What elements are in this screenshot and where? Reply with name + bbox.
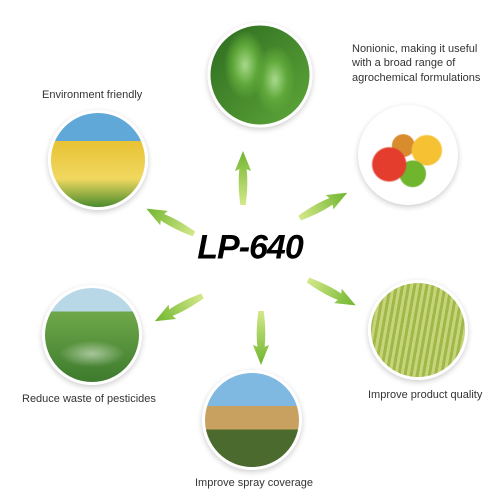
center-title: LP-640: [197, 229, 303, 268]
caption-right: Improve product quality: [368, 388, 500, 402]
arrow-top-right: [294, 184, 354, 227]
arrow-top: [234, 149, 252, 207]
node-image-bottom-left: [42, 285, 142, 385]
arrow-bottom: [252, 309, 270, 367]
caption-bottom: Improve spray coverage: [195, 476, 335, 490]
node-top-left: [48, 110, 148, 210]
node-bottom: [202, 370, 302, 470]
arrow-right: [302, 271, 362, 314]
caption-top-left: Environment friendly: [42, 88, 162, 102]
node-image-right: [368, 280, 468, 380]
arrow-top-left: [140, 200, 200, 243]
node-image-top-right: [358, 105, 458, 205]
arrow-bottom-left: [149, 287, 209, 330]
node-image-top: [208, 23, 313, 128]
node-image-bottom: [202, 370, 302, 470]
caption-top-right: Nonionic, making it useful with a broad …: [352, 42, 497, 85]
node-right: [368, 280, 468, 380]
node-top: [208, 23, 313, 128]
node-top-right: [358, 105, 458, 205]
caption-bottom-left: Reduce waste of pesticides: [22, 392, 172, 406]
node-bottom-left: [42, 285, 142, 385]
node-image-top-left: [48, 110, 148, 210]
